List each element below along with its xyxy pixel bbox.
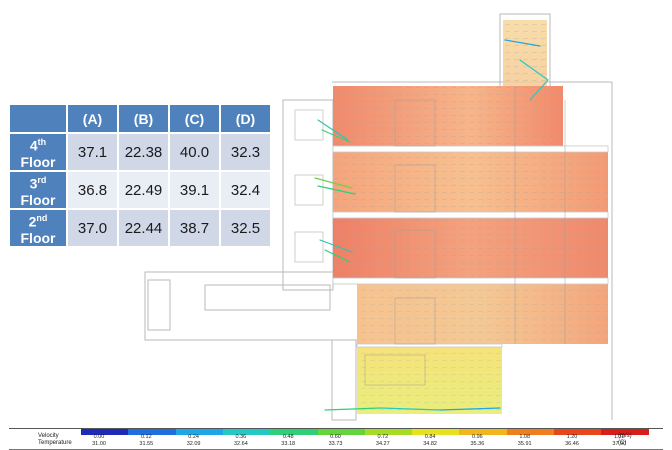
legend-swatch — [81, 429, 129, 435]
table-cell: 39.1 — [168, 170, 221, 210]
table-header-c: (C) — [168, 103, 221, 134]
table-header-d: (D) — [219, 103, 272, 134]
table-cell: 37.0 — [66, 208, 119, 248]
building-section-simulation — [144, 13, 613, 421]
table-cell: 22.49 — [117, 170, 170, 210]
legend-swatch — [364, 429, 413, 435]
table-header-b: (B) — [117, 103, 170, 134]
velocity-tick: 0.12 — [140, 434, 152, 440]
table-cell: 32.3 — [219, 132, 272, 172]
legend-swatch — [459, 429, 508, 435]
velocity-tick: 0.60 — [330, 434, 341, 440]
velocity-tick: 0.96 — [472, 434, 483, 440]
legend-frame — [9, 428, 663, 429]
temperature-tick: 33.18 — [281, 441, 296, 447]
table-cell: 36.8 — [66, 170, 119, 210]
table-cell: 32.4 — [219, 170, 272, 210]
temperature-tick: 33.73 — [328, 441, 343, 447]
velocity-tick: 1.20 — [566, 434, 578, 440]
table-cell: 22.38 — [117, 132, 170, 172]
row-label-3rd-floor: 3rd Floor — [8, 170, 68, 210]
legend-swatch — [412, 429, 460, 435]
table-row: 3rd Floor 36.8 22.49 39.1 32.4 — [8, 170, 272, 210]
row-label-2nd-floor: 2nd Floor — [8, 208, 68, 248]
velocity-tick: 0.36 — [235, 434, 247, 440]
temperature-tick: 34.82 — [423, 441, 437, 447]
table-cell: 38.7 — [168, 208, 221, 248]
table-header-a: (A) — [66, 103, 119, 134]
temperature-tick: 31.55 — [139, 441, 154, 447]
table-header-row: (A) (B) (C) (D) — [8, 103, 272, 134]
table-cell: 32.5 — [219, 208, 272, 248]
temperature-tick: 32.64 — [234, 441, 248, 447]
velocity-label: Velocity — [38, 433, 59, 439]
temperature-tick: 32.09 — [186, 441, 201, 447]
table-header-corner — [8, 103, 68, 134]
velocity-tick: 0.00 — [93, 434, 105, 440]
temperature-tick: 35.36 — [470, 441, 485, 447]
velocity-tick: 0.84 — [424, 434, 436, 440]
legend-swatch — [128, 429, 177, 435]
legend-swatch — [222, 429, 271, 435]
velocity-tick: 0.48 — [282, 434, 294, 440]
table-row: 2nd Floor 37.0 22.44 38.7 32.5 — [8, 208, 272, 248]
temperature-tick: 35.91 — [517, 441, 532, 447]
temperature-tick: 31.00 — [92, 441, 106, 447]
color-legend: Velocity Temperature 0.00 0.12 0.24 0.36 0.4… — [0, 424, 672, 450]
legend-swatch — [317, 429, 366, 435]
legend-swatch — [554, 429, 602, 435]
velocity-tick: 0.24 — [188, 434, 199, 440]
temperature-label: Temperature — [38, 440, 72, 446]
table-cell: 37.1 — [66, 132, 119, 172]
table-row: 4th Floor 37.1 22.38 40.0 32.3 — [8, 132, 272, 172]
temperature-table: (A) (B) (C) (D) 4th Floor 37.1 22.38 40.0… — [8, 103, 272, 248]
legend-swatch — [506, 429, 555, 435]
row-label-4th-floor: 4th Floor — [8, 132, 68, 172]
velocity-tick: 0.72 — [377, 434, 389, 440]
table-cell: 22.44 — [117, 208, 170, 248]
legend-swatch — [601, 429, 650, 435]
velocity-tick: 1.32 — [613, 434, 625, 440]
temperature-tick: 36.46 — [565, 441, 579, 447]
temperature-tick: 37.00 — [612, 441, 627, 447]
temperature-unit: (C) — [618, 440, 627, 446]
temperature-tick: 34.27 — [375, 441, 390, 447]
table-cell: 40.0 — [168, 132, 221, 172]
velocity-unit: (m/s) — [618, 433, 632, 439]
legend-swatch — [175, 429, 224, 435]
legend-swatch — [270, 429, 318, 435]
velocity-tick: 1.08 — [519, 434, 531, 440]
